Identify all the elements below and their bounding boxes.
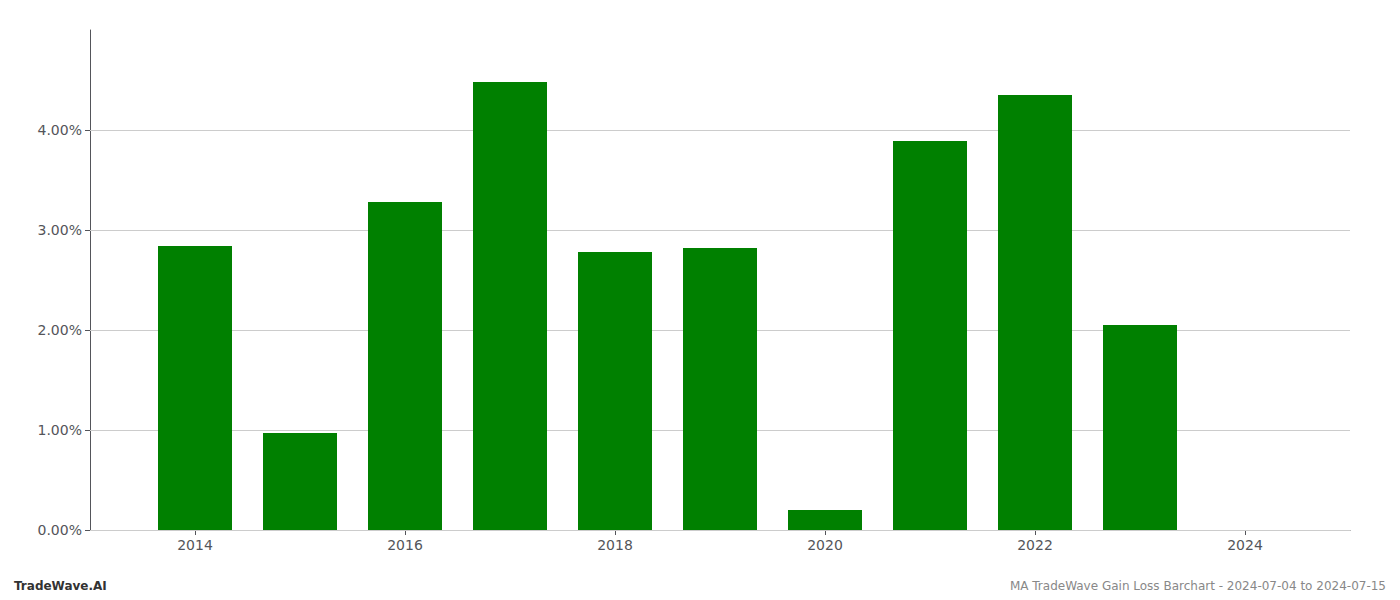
svg-text:2024: 2024 [1227,537,1263,553]
svg-text:MA TradeWave Gain Loss Barchar: MA TradeWave Gain Loss Barchart - 2024-0… [1010,579,1386,593]
svg-text:2016: 2016 [387,537,423,553]
svg-text:2014: 2014 [177,537,213,553]
svg-text:2018: 2018 [597,537,633,553]
svg-text:2.00%: 2.00% [38,322,82,338]
svg-text:4.00%: 4.00% [38,122,82,138]
svg-text:TradeWave.AI: TradeWave.AI [14,579,107,593]
svg-text:2020: 2020 [807,537,843,553]
svg-text:0.00%: 0.00% [38,522,82,538]
svg-text:2022: 2022 [1017,537,1053,553]
svg-text:1.00%: 1.00% [38,422,82,438]
svg-text:3.00%: 3.00% [38,222,82,238]
